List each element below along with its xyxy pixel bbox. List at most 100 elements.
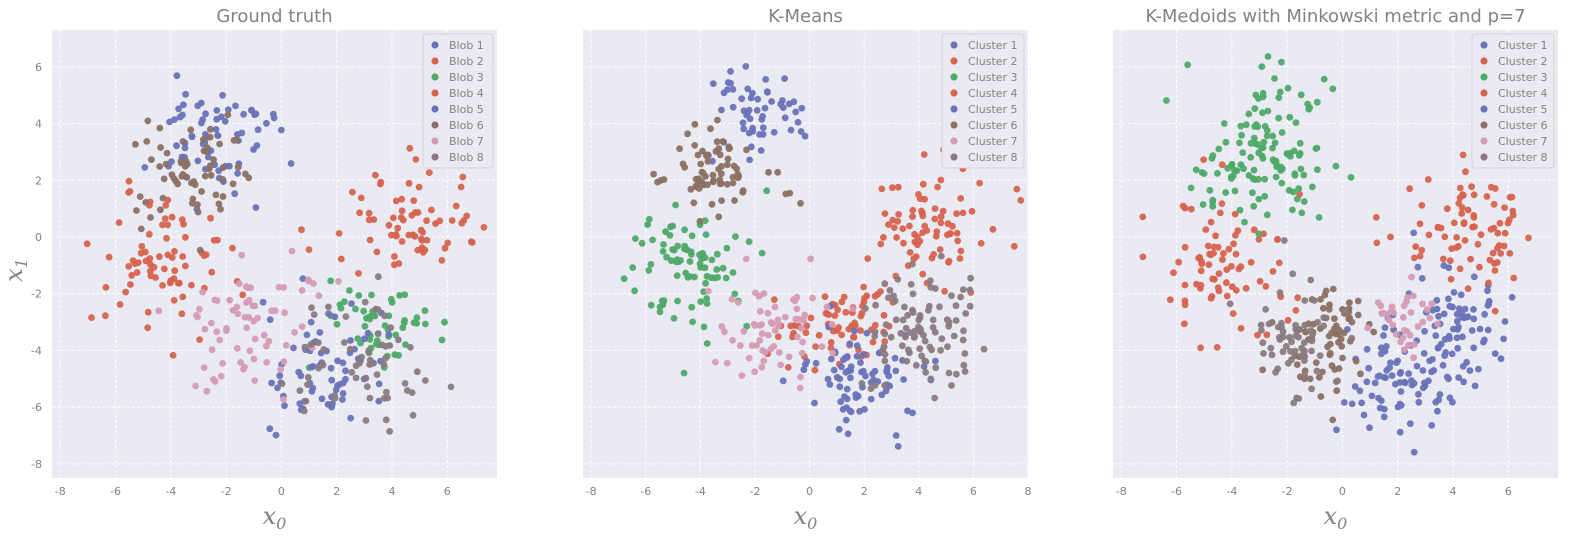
scatter-point: [410, 319, 418, 327]
x-tick-label: 0: [806, 485, 813, 498]
scatter-point: [1170, 269, 1177, 277]
scatter-point: [213, 107, 221, 114]
scatter-point: [362, 374, 370, 382]
scatter-point: [458, 219, 466, 227]
scatter-point: [1435, 344, 1442, 351]
scatter-point: [1320, 304, 1327, 312]
scatter-point: [410, 197, 418, 205]
legend-marker: [1480, 105, 1488, 113]
scatter-point: [335, 278, 342, 285]
scatter-point: [1222, 138, 1230, 146]
scatter-point: [1375, 394, 1382, 402]
scatter-point: [208, 268, 216, 276]
legend-marker: [431, 137, 439, 145]
scatter-point: [373, 337, 381, 344]
x-tick-label: 0: [1339, 485, 1346, 498]
x-tick-label: -6: [1171, 485, 1182, 498]
scatter-point: [1275, 94, 1283, 101]
scatter-point: [1213, 344, 1221, 351]
scatter-point: [243, 324, 251, 332]
scatter-point: [909, 309, 917, 316]
scatter-point: [252, 110, 260, 118]
scatter-point: [1254, 331, 1261, 339]
scatter-point: [1206, 186, 1214, 194]
x-axis-label-main: x: [1324, 502, 1338, 530]
scatter-point: [779, 104, 787, 111]
scatter-point: [333, 320, 341, 328]
scatter-point: [1447, 275, 1455, 283]
chart-title: K-Medoids with Minkowski metric and p=7: [1145, 6, 1525, 27]
scatter-point: [756, 337, 764, 344]
scatter-point: [281, 402, 288, 410]
scatter-point: [1441, 233, 1449, 241]
scatter-point: [698, 168, 706, 176]
scatter-point: [391, 253, 398, 260]
scatter-point: [864, 255, 872, 262]
scatter-point: [164, 251, 172, 259]
scatter-point: [291, 328, 298, 336]
scatter-point: [1187, 205, 1195, 213]
scatter-point: [1397, 402, 1405, 409]
scatter-point: [1250, 226, 1258, 234]
scatter-point: [894, 183, 902, 191]
scatter-point: [1209, 196, 1217, 204]
scatter-point: [1272, 173, 1280, 181]
scatter-point: [159, 282, 166, 289]
scatter-point: [777, 361, 784, 369]
scatter-point: [282, 341, 290, 349]
scatter-point: [215, 200, 223, 208]
scatter-point: [207, 171, 215, 179]
scatter-point: [1339, 354, 1346, 362]
scatter-point: [339, 396, 346, 403]
scatter-point: [327, 364, 335, 372]
scatter-point: [320, 346, 328, 353]
scatter-point: [1292, 325, 1300, 333]
scatter-point: [365, 209, 373, 217]
scatter-point: [827, 355, 835, 363]
scatter-point: [948, 292, 955, 300]
scatter-point: [280, 284, 288, 291]
scatter-point: [361, 335, 368, 343]
scatter-point: [799, 338, 807, 346]
scatter-point: [1264, 53, 1272, 60]
scatter-point: [1315, 373, 1323, 381]
scatter-point: [354, 335, 362, 342]
scatter-point: [763, 187, 771, 195]
scatter-point: [374, 273, 382, 281]
scatter-point: [774, 316, 782, 324]
scatter-point: [1501, 229, 1509, 237]
x-axis-label-main: x: [263, 502, 277, 530]
scatter-point: [847, 363, 855, 371]
scatter-point: [953, 370, 960, 378]
scatter-points: [83, 72, 488, 439]
series-blob-2: [83, 177, 247, 359]
scatter-point: [647, 301, 655, 309]
scatter-point: [1341, 307, 1349, 314]
scatter-point: [1405, 341, 1412, 349]
scatter-point: [247, 284, 255, 292]
scatter-point: [337, 255, 345, 263]
scatter-point: [1426, 314, 1434, 322]
scatter-point: [290, 344, 297, 352]
scatter-point: [298, 226, 305, 234]
scatter-point: [960, 361, 968, 369]
scatter-point: [281, 309, 288, 317]
scatter-point: [1215, 270, 1223, 277]
legend-entry: Cluster 1: [968, 39, 1018, 52]
scatter-point: [339, 390, 347, 397]
scatter-point: [1474, 240, 1482, 248]
scatter-point: [838, 363, 845, 371]
legend-marker: [1480, 137, 1488, 145]
scatter-point: [180, 101, 187, 109]
scatter-point: [305, 246, 313, 254]
scatter-point: [797, 128, 805, 135]
scatter-point: [230, 137, 238, 144]
scatter-point: [160, 175, 168, 183]
scatter-point: [885, 372, 893, 380]
scatter-point: [436, 217, 444, 225]
legend-entry: Cluster 6: [968, 119, 1018, 132]
scatter-point: [1380, 405, 1388, 413]
panel-3: -8 -6 -4 -2 0 2 4 6 K-Medoids with Minkowski met…: [1113, 6, 1558, 533]
scatter-point: [1315, 214, 1323, 221]
scatter-point: [210, 156, 217, 164]
